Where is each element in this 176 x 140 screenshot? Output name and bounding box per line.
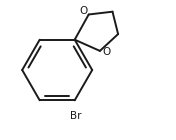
Text: Br: Br [70,111,81,121]
Text: O: O [102,47,110,57]
Text: O: O [79,6,87,16]
